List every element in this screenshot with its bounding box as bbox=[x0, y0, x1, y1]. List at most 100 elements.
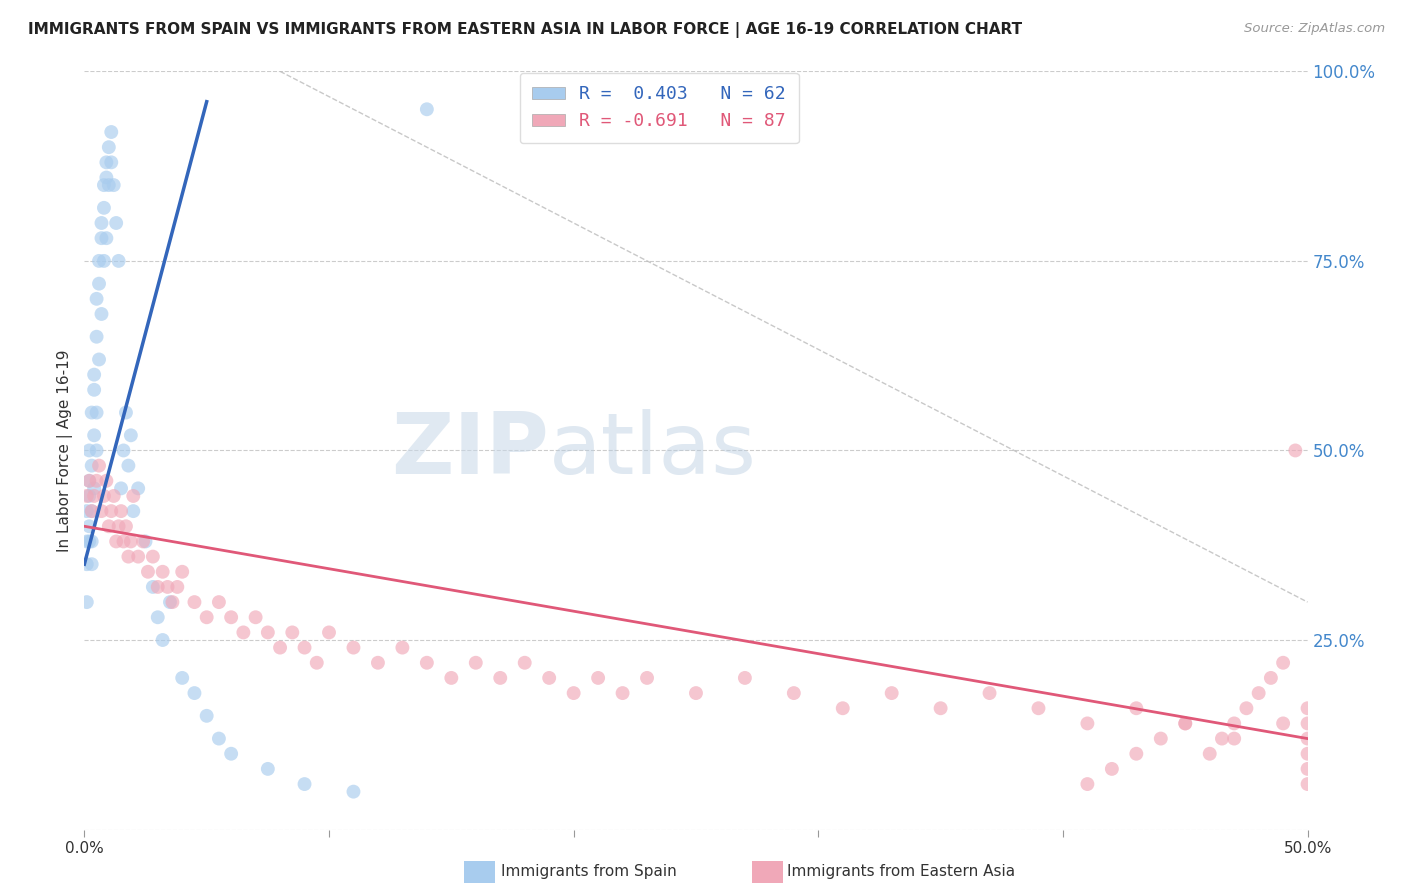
Point bbox=[115, 405, 138, 420]
Point bbox=[80, 504, 103, 518]
Point bbox=[152, 633, 174, 648]
Point bbox=[97, 519, 120, 533]
Point bbox=[464, 656, 486, 670]
Point bbox=[1296, 716, 1319, 731]
Point bbox=[120, 428, 142, 442]
Point bbox=[100, 504, 122, 518]
Text: IMMIGRANTS FROM SPAIN VS IMMIGRANTS FROM EASTERN ASIA IN LABOR FORCE | AGE 16-19: IMMIGRANTS FROM SPAIN VS IMMIGRANTS FROM… bbox=[28, 22, 1022, 38]
Text: Source: ZipAtlas.com: Source: ZipAtlas.com bbox=[1244, 22, 1385, 36]
Point bbox=[612, 686, 634, 700]
Point bbox=[86, 330, 108, 344]
Y-axis label: In Labor Force | Age 16-19: In Labor Force | Age 16-19 bbox=[58, 349, 73, 552]
Point bbox=[77, 519, 100, 533]
Point bbox=[159, 595, 181, 609]
Point bbox=[156, 580, 179, 594]
Point bbox=[416, 103, 439, 117]
Point bbox=[1296, 747, 1319, 761]
Point bbox=[96, 474, 118, 488]
Point bbox=[87, 458, 110, 473]
Point bbox=[96, 170, 118, 185]
Point bbox=[208, 731, 231, 746]
Point bbox=[120, 534, 142, 549]
Point bbox=[183, 595, 205, 609]
Point bbox=[112, 534, 135, 549]
Point bbox=[105, 216, 128, 230]
Point bbox=[979, 686, 1001, 700]
Point bbox=[97, 140, 120, 154]
Point bbox=[1125, 747, 1147, 761]
Point bbox=[1198, 747, 1220, 761]
Point bbox=[294, 640, 316, 655]
Point bbox=[87, 352, 110, 367]
Point bbox=[1223, 731, 1246, 746]
Point bbox=[107, 519, 129, 533]
Point bbox=[83, 368, 105, 382]
Point bbox=[132, 534, 155, 549]
Point bbox=[77, 489, 100, 503]
Point bbox=[257, 625, 280, 640]
Point bbox=[195, 708, 218, 723]
Point bbox=[685, 686, 707, 700]
Point bbox=[294, 777, 316, 791]
Point bbox=[80, 405, 103, 420]
Point bbox=[219, 747, 242, 761]
Point bbox=[107, 253, 129, 268]
Text: ZIP: ZIP bbox=[391, 409, 550, 492]
Point bbox=[112, 443, 135, 458]
Point bbox=[93, 253, 115, 268]
Point bbox=[80, 504, 103, 518]
Point bbox=[80, 458, 103, 473]
Point bbox=[1296, 762, 1319, 776]
Point bbox=[257, 762, 280, 776]
Point bbox=[77, 474, 100, 488]
Point bbox=[86, 443, 108, 458]
Point bbox=[880, 686, 903, 700]
Point bbox=[90, 307, 112, 321]
Point bbox=[1101, 762, 1123, 776]
Point bbox=[195, 610, 218, 624]
Point bbox=[1272, 716, 1295, 731]
Point bbox=[142, 549, 165, 564]
Point bbox=[87, 253, 110, 268]
Point bbox=[96, 155, 118, 169]
Point bbox=[489, 671, 512, 685]
Point bbox=[97, 178, 120, 193]
Point bbox=[1296, 731, 1319, 746]
Point bbox=[342, 785, 364, 799]
Point bbox=[76, 504, 98, 518]
Point bbox=[281, 625, 304, 640]
Point bbox=[367, 656, 389, 670]
Point bbox=[83, 482, 105, 496]
Point bbox=[1076, 716, 1098, 731]
Point bbox=[100, 155, 122, 169]
Point bbox=[90, 504, 112, 518]
Point bbox=[636, 671, 658, 685]
Text: Immigrants from Eastern Asia: Immigrants from Eastern Asia bbox=[787, 864, 1015, 879]
Point bbox=[391, 640, 413, 655]
Point bbox=[77, 534, 100, 549]
Text: atlas: atlas bbox=[550, 409, 758, 492]
Point bbox=[1028, 701, 1050, 715]
Point bbox=[831, 701, 853, 715]
Point bbox=[96, 231, 118, 245]
Point bbox=[87, 277, 110, 291]
Point bbox=[105, 534, 128, 549]
Point bbox=[83, 489, 105, 503]
Point bbox=[136, 565, 159, 579]
Point bbox=[103, 489, 125, 503]
Point bbox=[1125, 701, 1147, 715]
Point bbox=[172, 671, 194, 685]
Point bbox=[1296, 701, 1319, 715]
Point bbox=[127, 482, 149, 496]
Point bbox=[93, 201, 115, 215]
Point bbox=[93, 178, 115, 193]
Point bbox=[100, 125, 122, 139]
Point bbox=[162, 595, 184, 609]
Point bbox=[734, 671, 756, 685]
Point bbox=[219, 610, 242, 624]
Point bbox=[90, 216, 112, 230]
Point bbox=[172, 565, 194, 579]
Point bbox=[1296, 777, 1319, 791]
Point bbox=[142, 580, 165, 594]
Point bbox=[135, 534, 157, 549]
